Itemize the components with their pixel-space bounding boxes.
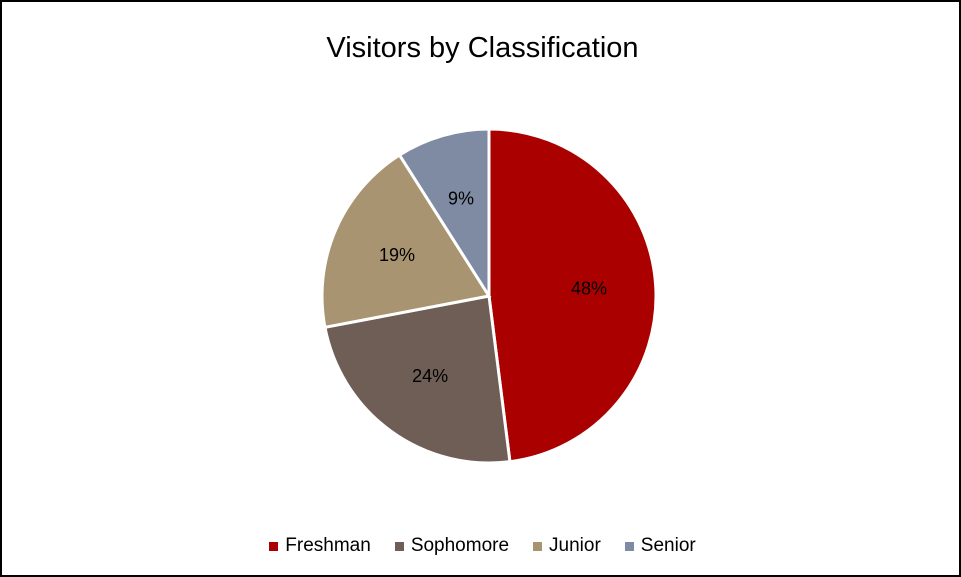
- data-label-senior: 9%: [448, 189, 474, 209]
- legend-label-senior: Senior: [640, 535, 696, 556]
- legend-label-sophomore: Sophomore: [410, 535, 510, 556]
- chart-legend: Freshman Sophomore Junior Senior: [2, 535, 961, 557]
- pie-slice-senior: [397, 127, 491, 302]
- pie-slice-junior: [320, 152, 492, 330]
- pie-slice-freshman: [487, 127, 658, 464]
- legend-label-freshman: Freshman: [285, 535, 371, 556]
- legend-label-junior: Junior: [549, 535, 601, 556]
- legend-item-sophomore: Sophomore: [394, 535, 510, 557]
- data-label-freshman: 48%: [571, 278, 607, 298]
- legend-item-senior: Senior: [624, 535, 696, 557]
- legend-swatch-senior: [624, 541, 634, 551]
- data-label-junior: 19%: [379, 245, 415, 265]
- chart-title: Visitors by Classification: [326, 32, 639, 64]
- legend-swatch-sophomore: [394, 541, 404, 551]
- legend-item-junior: Junior: [533, 535, 601, 557]
- pie-slice-sophomore: [323, 294, 512, 465]
- legend-item-freshman: Freshman: [269, 535, 371, 557]
- data-label-sophomore: 24%: [412, 366, 448, 386]
- legend-swatch-freshman: [269, 541, 279, 551]
- legend-swatch-junior: [533, 541, 543, 551]
